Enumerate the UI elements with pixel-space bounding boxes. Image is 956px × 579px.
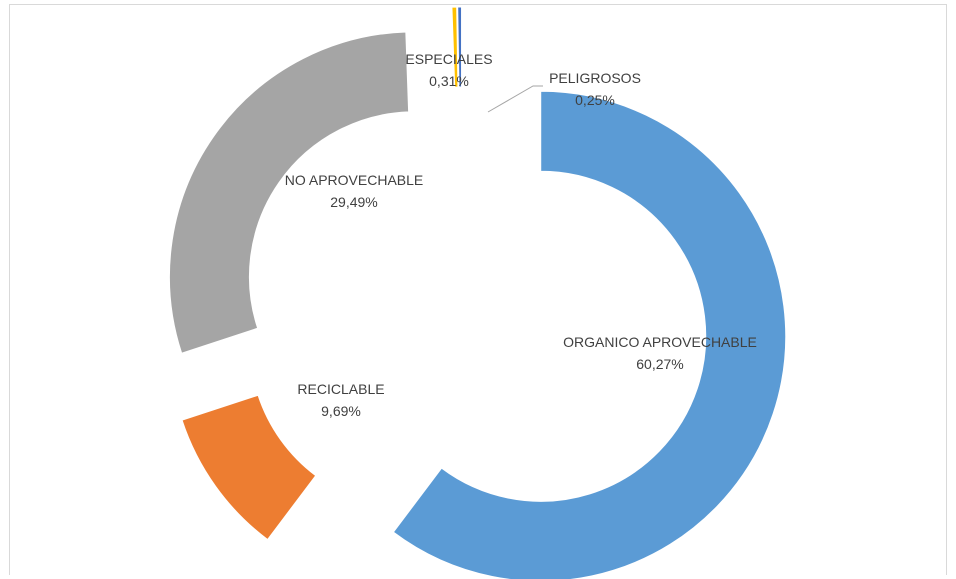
label-no-aprovechable-name: NO APROVECHABLE bbox=[285, 172, 424, 188]
label-especiales-value: 0,31% bbox=[429, 73, 469, 89]
slice-organico-aprovechable bbox=[392, 90, 787, 579]
label-organico-aprovechable-value: 60,27% bbox=[636, 356, 683, 372]
slice-no-aprovechable bbox=[168, 31, 410, 354]
label-peligrosos-value: 0,25% bbox=[575, 92, 615, 108]
label-no-aprovechable-value: 29,49% bbox=[330, 194, 377, 210]
slice-peligrosos bbox=[457, 6, 463, 88]
leader-line-peligrosos bbox=[487, 85, 543, 113]
slice-reciclable bbox=[181, 394, 317, 541]
label-reciclable-value: 9,69% bbox=[321, 403, 361, 419]
slice-especiales bbox=[451, 6, 459, 88]
chart-area bbox=[9, 4, 947, 575]
label-peligrosos-name: PELIGROSOS bbox=[549, 70, 641, 86]
label-organico-aprovechable-name: ORGANICO APROVECHABLE bbox=[563, 334, 757, 350]
label-especiales-name: ESPECIALES bbox=[405, 51, 492, 67]
label-reciclable-name: RECICLABLE bbox=[297, 381, 384, 397]
